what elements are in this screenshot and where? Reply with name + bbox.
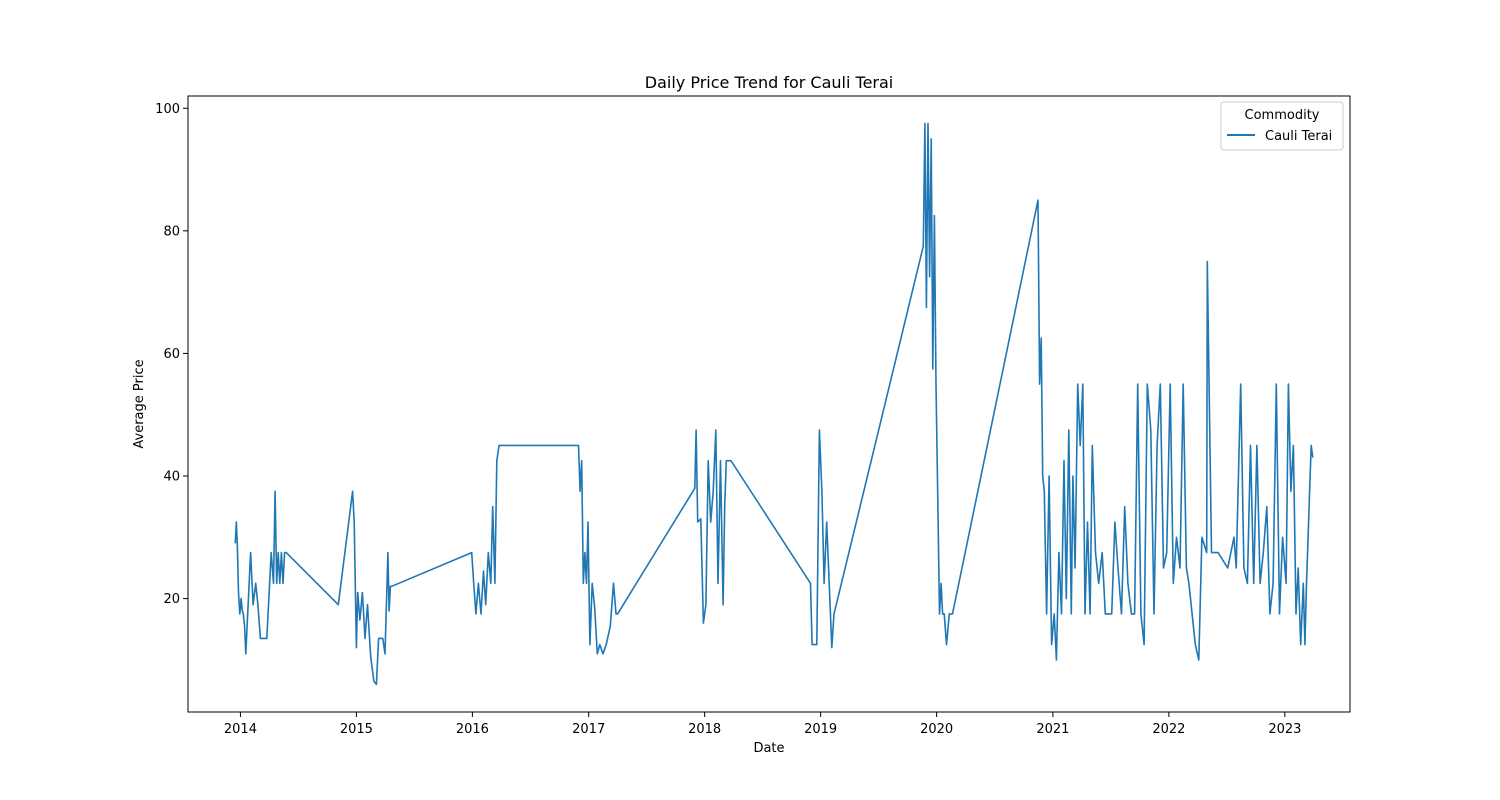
axes-frame <box>187 95 1351 713</box>
x-tick-label: 2017 <box>572 722 605 737</box>
y-tick-label: 20 <box>163 592 180 607</box>
x-tick-label: 2018 <box>688 722 721 737</box>
x-tick-label: 2019 <box>804 722 837 737</box>
y-tick-label: 100 <box>155 102 180 117</box>
y-tick-label: 60 <box>163 347 180 362</box>
x-tick-label: 2021 <box>1036 722 1069 737</box>
y-tick-label: 40 <box>163 470 180 485</box>
legend-label-cauli-terai: Cauli Terai <box>1265 129 1332 144</box>
series-line-cauli-terai <box>234 122 1314 686</box>
legend-box <box>1220 101 1344 151</box>
x-tick-label: 2014 <box>224 722 257 737</box>
x-tick-label: 2023 <box>1268 722 1301 737</box>
y-tick-label: 80 <box>163 224 180 239</box>
legend: Commodity Cauli Terai <box>1220 101 1344 151</box>
legend-title: Commodity <box>1245 108 1320 123</box>
chart-title: Daily Price Trend for Cauli Terai <box>645 73 893 92</box>
x-axis-label: Date <box>753 741 784 756</box>
x-tick-label: 2022 <box>1152 722 1185 737</box>
x-tick-label: 2015 <box>340 722 373 737</box>
x-tick-label: 2020 <box>920 722 953 737</box>
plot-area: 2014 2015 2016 2017 2018 2019 2020 2021 2022 2023… <box>155 95 1351 737</box>
x-tick-label: 2016 <box>456 722 489 737</box>
y-axis-label: Average Price <box>132 359 147 448</box>
